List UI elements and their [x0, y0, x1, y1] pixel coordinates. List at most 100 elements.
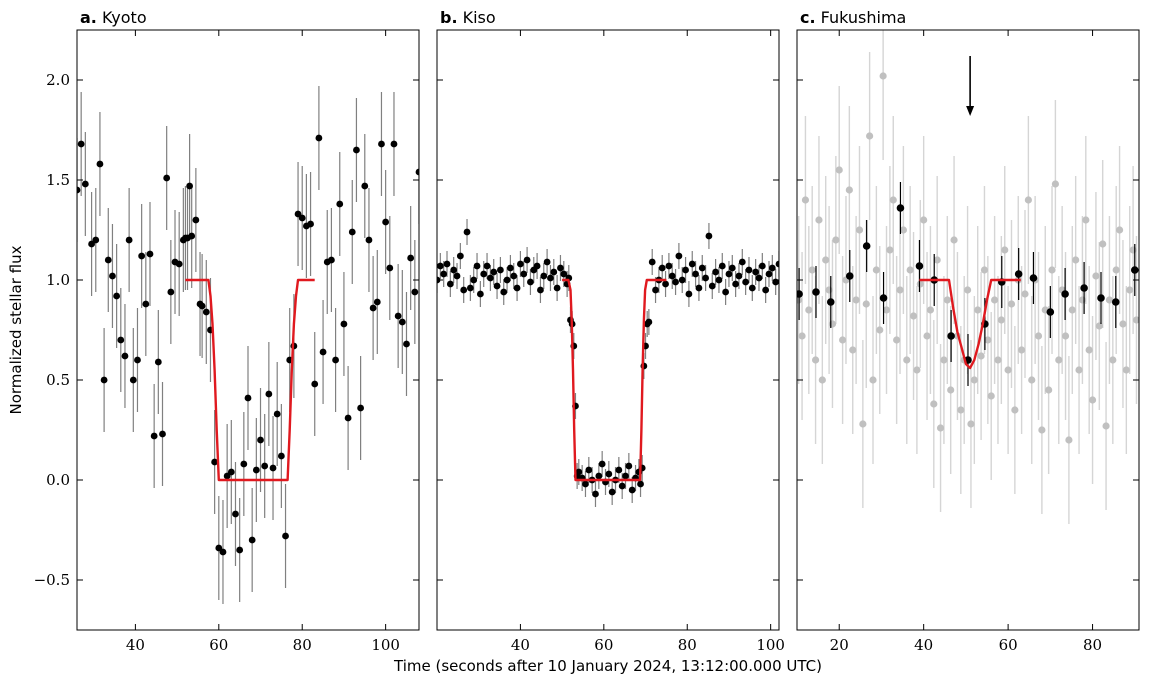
- kiso-data-point: [490, 268, 498, 276]
- kyoto-data-point: [407, 254, 415, 262]
- fukushima-x-tick-label: 80: [1083, 636, 1102, 654]
- fukushima-faint-point: [916, 280, 924, 288]
- kyoto-data-point: [113, 292, 121, 300]
- kyoto-data-point: [311, 380, 319, 388]
- kiso-data-point: [735, 272, 743, 280]
- fukushima-faint-point: [1126, 286, 1134, 294]
- fukushima-faint-point: [818, 376, 826, 384]
- kyoto-data-point: [361, 182, 369, 190]
- y-tick-label: 1.0: [46, 271, 70, 289]
- fukushima-faint-point: [886, 246, 894, 254]
- fukushima-faint-point: [1085, 346, 1093, 354]
- fukushima-faint-point: [974, 306, 982, 314]
- kiso-data-point: [550, 268, 558, 276]
- fukushima-faint-point: [1045, 386, 1053, 394]
- fukushima-faint-point: [1028, 376, 1036, 384]
- fukushima-x-tick-label: 60: [999, 636, 1018, 654]
- kiso-data-point: [662, 280, 669, 288]
- fukushima-faint-point: [926, 306, 935, 314]
- fukushima-faint-point: [903, 356, 911, 364]
- fukushima-faint-point: [950, 236, 958, 244]
- kiso-data-point: [575, 468, 583, 476]
- kyoto-data-point: [390, 140, 398, 148]
- kiso-data-point: [560, 270, 568, 278]
- kyoto-model-curve: [185, 278, 315, 482]
- kyoto-data-point: [319, 348, 327, 356]
- kiso-data-point: [493, 282, 501, 290]
- fukushima-faint-point: [852, 296, 860, 304]
- kyoto-data-point: [154, 358, 162, 366]
- kiso-data-point: [622, 472, 629, 480]
- fukushima-faint-point: [869, 376, 877, 384]
- panel-letter: b.: [440, 8, 458, 27]
- fukushima-faint-point: [923, 332, 931, 340]
- fukushima-data-point: [1046, 308, 1055, 316]
- kiso-data-point: [672, 278, 679, 286]
- fukushima-faint-point: [1034, 332, 1043, 340]
- kiso-data-point: [682, 266, 689, 274]
- y-tick-label: 2.0: [46, 71, 70, 89]
- kyoto-data-point: [121, 352, 129, 360]
- kiso-data-point: [527, 278, 534, 286]
- kiso-data-point: [742, 278, 750, 286]
- fukushima-faint-point: [832, 236, 840, 244]
- fukushima-data-point: [947, 332, 955, 340]
- fukushima-faint-point: [1095, 322, 1103, 330]
- kiso-x-tick-label: 100: [756, 636, 785, 654]
- fukushima-faint-point: [808, 266, 816, 274]
- fukushima-faint-point: [913, 366, 921, 374]
- fukushima-faint-point: [1112, 266, 1120, 274]
- fukushima-faint-point: [906, 266, 914, 274]
- y-tick-label: 0.0: [46, 471, 70, 489]
- kiso-data-point: [605, 470, 613, 478]
- kiso-data-point: [718, 262, 726, 270]
- kyoto-data-point: [244, 394, 252, 402]
- kiso-data-point: [480, 270, 488, 278]
- kiso-panel-frame: [436, 29, 780, 631]
- fukushima-faint-point: [1122, 366, 1130, 374]
- kyoto-data-point: [198, 302, 206, 310]
- kiso-data-point: [712, 268, 720, 276]
- kyoto-x-tick-label: 80: [293, 636, 312, 654]
- kyoto-data-point: [236, 546, 244, 554]
- kiso-data-point: [705, 232, 713, 240]
- fukushima-data-point: [1061, 290, 1069, 298]
- kyoto-data-point: [163, 174, 171, 182]
- kyoto-data-point: [415, 168, 419, 176]
- kyoto-data-point: [348, 228, 356, 236]
- kyoto-data-point: [211, 458, 219, 466]
- fukushima-model-curve: [919, 278, 1021, 370]
- kiso-data-point: [665, 262, 673, 270]
- fukushima-faint-point: [876, 326, 884, 334]
- fukushima-faint-point: [1004, 366, 1012, 374]
- y-tick-label: 0.5: [46, 371, 70, 389]
- fukushima-faint-point: [1065, 436, 1073, 444]
- fukushima-faint-point: [943, 296, 951, 304]
- kiso-data-point: [470, 276, 478, 284]
- fukushima-faint-point: [1061, 332, 1070, 340]
- kyoto-data-point: [269, 464, 277, 472]
- kyoto-data-point: [307, 220, 314, 228]
- fukushima-faint-point: [957, 406, 965, 414]
- fukushima-faint-point: [889, 196, 897, 204]
- fukushima-faint-point: [947, 386, 955, 394]
- kiso-model-curve: [562, 278, 667, 482]
- kyoto-data-point: [277, 452, 285, 460]
- kiso-data-point: [595, 472, 603, 480]
- kiso-data-point: [476, 290, 484, 298]
- kyoto-data-point: [117, 336, 125, 344]
- kyoto-data-point: [159, 430, 166, 438]
- kyoto-data-point: [142, 300, 150, 308]
- kyoto-data-point: [81, 180, 89, 188]
- kyoto-data-point: [240, 460, 248, 468]
- kiso-data-point: [692, 270, 699, 278]
- kyoto-x-tick-label: 60: [209, 636, 228, 654]
- fukushima-faint-point: [1072, 256, 1080, 264]
- fukushima-faint-point: [1051, 180, 1059, 188]
- kiso-data-point: [592, 490, 599, 498]
- y-axis-label: Normalized stellar flux: [7, 245, 25, 414]
- fukushima-faint-point: [828, 320, 837, 328]
- kiso-data-point: [688, 260, 696, 268]
- kyoto-data-point: [150, 432, 158, 440]
